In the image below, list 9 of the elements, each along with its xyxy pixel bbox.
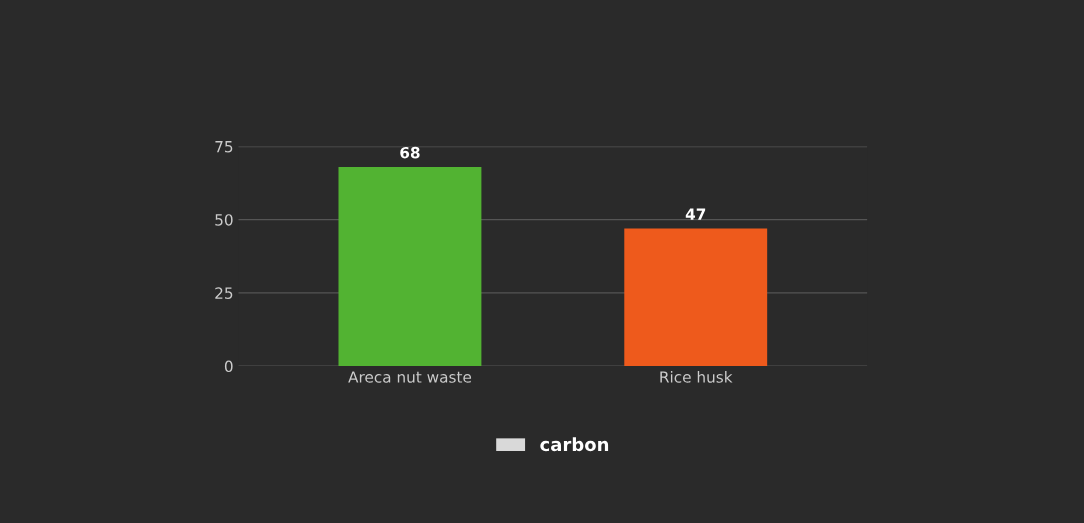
data-label: 68 — [400, 146, 420, 159]
x-tick-label: Areca nut waste — [348, 371, 472, 383]
y-tick-label: 75 — [215, 141, 233, 153]
y-tick-label: 0 — [224, 360, 233, 373]
y-tick-label: 50 — [215, 214, 233, 226]
data-label: 47 — [685, 208, 706, 220]
y-tick-label: 25 — [215, 287, 233, 299]
text: carbon — [540, 437, 609, 452]
x-tick-label: Rice husk — [660, 370, 733, 383]
